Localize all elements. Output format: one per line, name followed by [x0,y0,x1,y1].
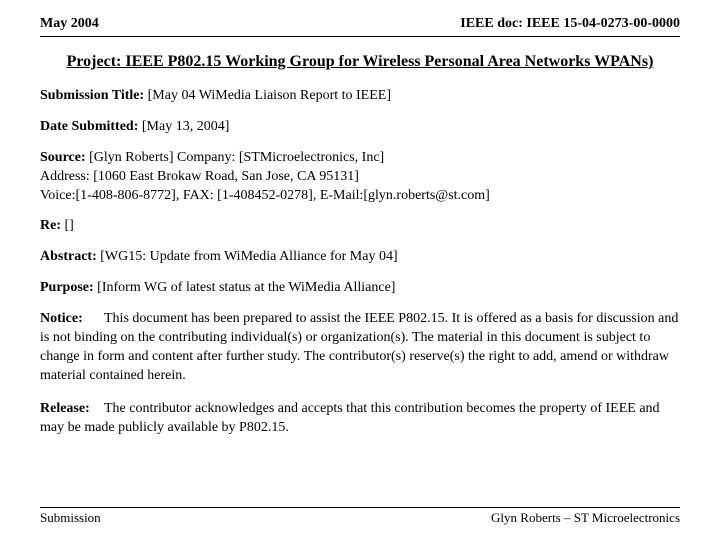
date-submitted-field: Date Submitted: [May 13, 2004] [40,118,680,137]
header-date: May 2004 [40,16,99,32]
abstract-label: Abstract: [40,249,97,264]
header-doc-id: IEEE doc: IEEE 15-04-0273-00-0000 [460,16,680,32]
header-bar: May 2004 IEEE doc: IEEE 15-04-0273-00-00… [40,16,680,32]
footer: Submission Glyn Roberts – ST Microelectr… [40,507,680,526]
purpose-label: Purpose: [40,280,94,295]
notice-label: Notice: [40,310,104,329]
re-label: Re: [40,218,61,233]
notice-field: Notice:This document has been prepared t… [40,310,680,386]
release-value: The contributor acknowledges and accepts… [40,401,660,435]
source-field: Source: [Glyn Roberts] Company: [STMicro… [40,149,680,206]
footer-rule [40,507,680,508]
date-submitted-label: Date Submitted: [40,119,138,134]
project-title: Project: IEEE P802.15 Working Group for … [40,53,680,71]
submission-title-field: Submission Title: [May 04 WiMedia Liaiso… [40,87,680,106]
re-value: [] [61,218,74,233]
submission-title-value: [May 04 WiMedia Liaison Report to IEEE] [144,88,391,103]
source-line1: [Glyn Roberts] Company: [STMicroelectron… [86,150,385,165]
source-line2: Address: [1060 East Brokaw Road, San Jos… [40,168,680,187]
footer-left: Submission [40,510,101,526]
purpose-value: [Inform WG of latest status at the WiMed… [94,280,396,295]
abstract-value: [WG15: Update from WiMedia Alliance for … [97,249,398,264]
source-label: Source: [40,150,86,165]
release-field: Release:The contributor acknowledges and… [40,400,680,438]
date-submitted-value: [May 13, 2004] [138,119,229,134]
footer-right: Glyn Roberts – ST Microelectronics [491,510,680,526]
re-field: Re: [] [40,217,680,236]
submission-title-label: Submission Title: [40,88,144,103]
abstract-field: Abstract: [WG15: Update from WiMedia All… [40,248,680,267]
notice-value: This document has been prepared to assis… [40,311,678,383]
source-line3: Voice:[1-408-806-8772], FAX: [1-408452-0… [40,187,680,206]
purpose-field: Purpose: [Inform WG of latest status at … [40,279,680,298]
header-rule [40,36,680,37]
release-label: Release: [40,400,104,419]
